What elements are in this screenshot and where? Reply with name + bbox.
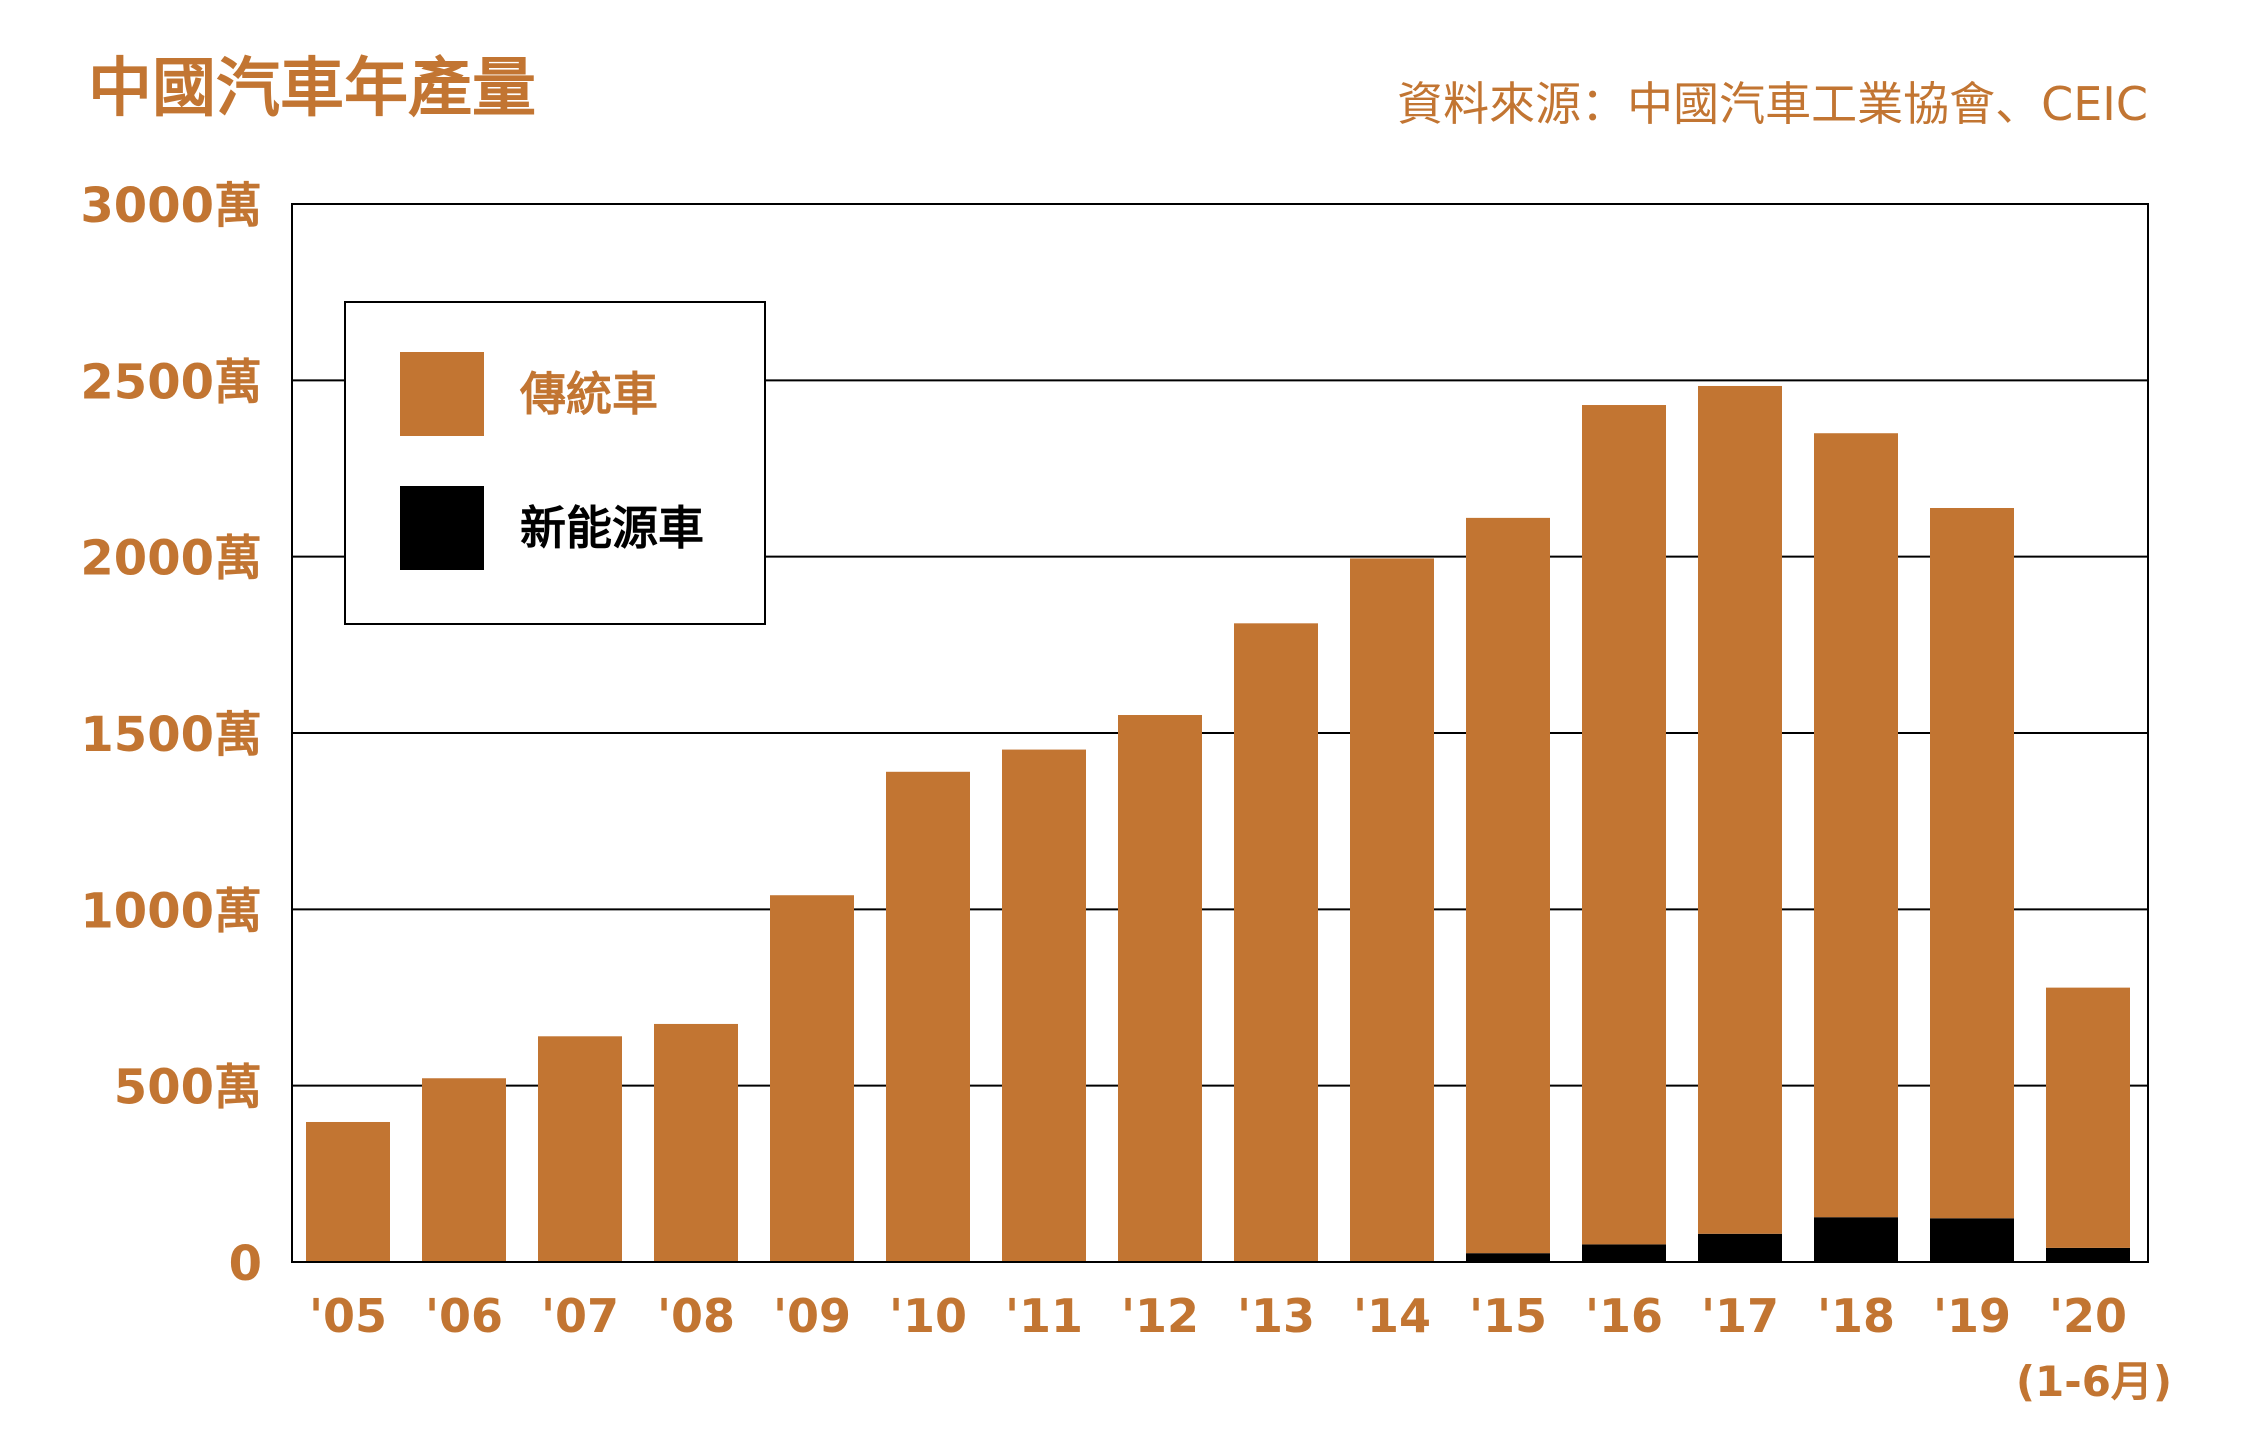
plot-frame [291,203,2149,1263]
bar-traditional [538,1036,622,1262]
x-tick-label: '10 [889,1289,967,1343]
legend-label: 傳統車 [519,367,658,421]
bar-traditional [1234,623,1318,1262]
x-tick-label: '11 [1005,1289,1083,1343]
bar-traditional [886,771,970,1262]
legend-label: 新能源車 [520,501,704,555]
bar-nev [1466,1253,1550,1262]
bar-traditional [770,895,854,1262]
x-tick-label: '12 [1121,1289,1199,1343]
x-tick-label: '06 [425,1289,503,1343]
bar-nev [1698,1233,1782,1262]
bar-traditional [306,1121,390,1262]
bar-traditional [422,1078,506,1262]
y-tick-label: 3000萬 [80,178,262,234]
x-tick-label: '07 [541,1289,619,1343]
bar-traditional [1118,715,1202,1262]
bars [306,385,2130,1262]
bar-traditional [654,1023,738,1262]
y-tick-label: 1000萬 [80,883,262,939]
bar-traditional [1930,507,2014,1219]
y-tick-label: 500萬 [114,1060,262,1116]
x-tick-label: '19 [1933,1289,2011,1343]
bar-traditional [1698,385,1782,1234]
y-tick-label: 1500萬 [80,707,262,763]
x-tick-label: '13 [1237,1289,1315,1343]
chart-source: 資料來源：中國汽車工業協會、CEIC [1397,77,2148,131]
y-tick-label: 0 [229,1236,262,1292]
x-tick-label: '16 [1585,1289,1663,1343]
legend-swatch [400,352,484,436]
x-tick-label: '05 [309,1289,387,1343]
bar-nev [1582,1244,1666,1262]
legend-box [344,301,766,625]
bar-nev [1930,1218,2014,1262]
x-tick-label: '09 [773,1289,851,1343]
y-tick-label: 2500萬 [80,354,262,410]
bar-traditional [1002,749,1086,1262]
y-axis: 0 500萬 1000萬 1500萬 2000萬 2500萬 3000萬 [80,178,262,1292]
bar-traditional [1350,558,1434,1262]
y-tick-label: 2000萬 [80,531,262,587]
x-tick-label: '08 [657,1289,735,1343]
chart-title: 中國汽車年產量 [88,52,536,126]
legend-swatch [400,486,484,570]
bar-nev [1814,1217,1898,1262]
x-tick-label: '15 [1469,1289,1547,1343]
bar-traditional [1582,405,1666,1245]
x-tick-sublabel: (1-6月) [2016,1357,2172,1406]
x-tick-label: '20 [2049,1289,2127,1343]
bar-traditional [1814,433,1898,1218]
x-tick-label: '14 [1353,1289,1431,1343]
x-tick-label: '17 [1701,1289,1779,1343]
x-axis: '05 '06 '07 '08 '09 '10 '11 '12 '13 '14 '15 '16 '17 '… [309,1289,2172,1406]
x-tick-label: '18 [1817,1289,1895,1343]
bar-nev [2046,1247,2130,1262]
bar-traditional [1466,517,1550,1254]
bar-traditional [2046,987,2130,1248]
